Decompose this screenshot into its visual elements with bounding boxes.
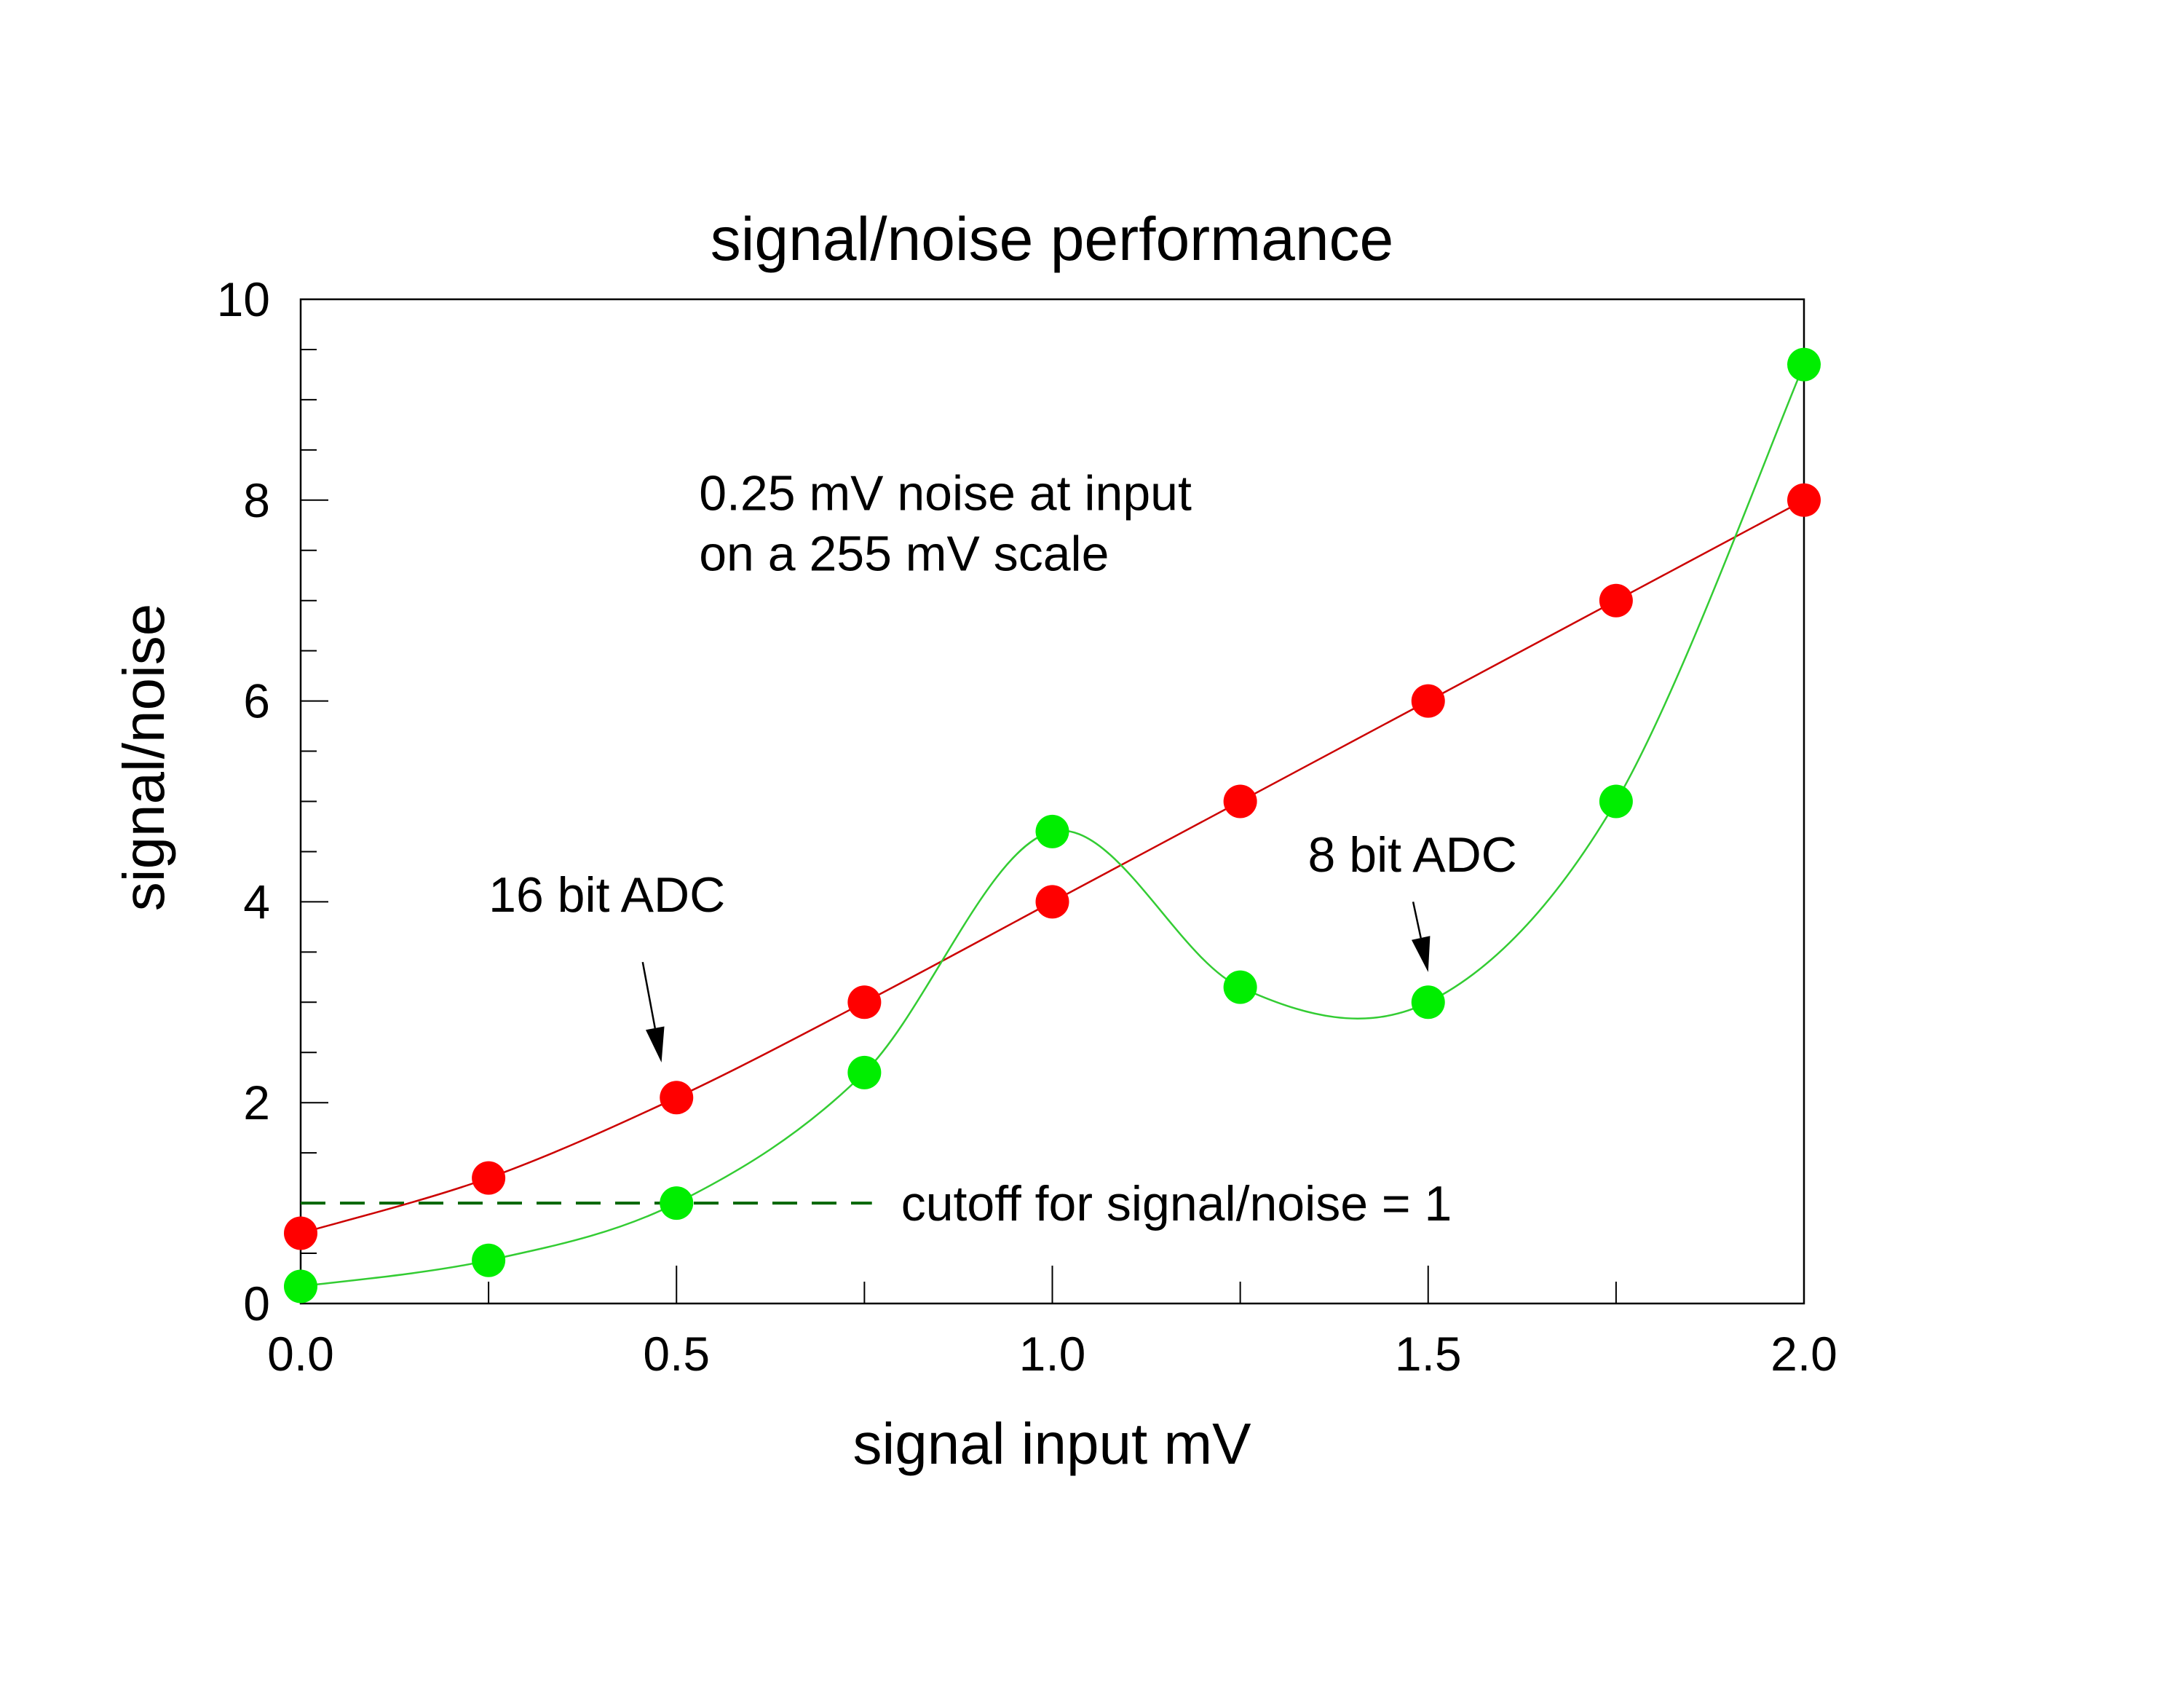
x-tick-label: 0.0 <box>267 1327 334 1381</box>
annotation-arrow-head <box>1411 936 1431 972</box>
series-1-point <box>1411 684 1445 718</box>
series-1-point <box>847 985 882 1019</box>
series-2-point <box>1411 985 1445 1019</box>
series-1-point <box>1599 583 1633 618</box>
series-1-point <box>284 1216 317 1250</box>
series-2-point <box>847 1055 882 1089</box>
cutoff-label: cutoff for signal/noise = 1 <box>901 1176 1452 1231</box>
series-1-point <box>1223 784 1257 819</box>
y-axis-label: signal/noise <box>111 604 176 912</box>
x-tick-label: 1.5 <box>1395 1327 1462 1381</box>
y-tick-label: 8 <box>243 473 270 527</box>
y-tick-label: 0 <box>243 1277 270 1330</box>
series-2-point <box>1223 970 1257 1004</box>
series-2-point <box>1599 784 1633 819</box>
y-axis-ticks: 0 2 4 6 8 10 <box>217 272 328 1330</box>
annotation-text: 16 bit ADC <box>488 867 725 923</box>
annotation-text: on a 255 mV scale <box>699 526 1109 581</box>
series-layer <box>284 347 1821 1304</box>
x-tick-label: 0.5 <box>643 1327 710 1381</box>
series-1-point <box>1035 885 1069 919</box>
annotation-text: 0.25 mV noise at input <box>699 466 1192 521</box>
annotation-text: 8 bit ADC <box>1308 827 1517 883</box>
series-2-point <box>1035 814 1069 848</box>
series-1-point <box>472 1161 506 1195</box>
annotation-arrow-head <box>645 1026 665 1063</box>
y-tick-label: 10 <box>217 272 270 326</box>
y-tick-label: 6 <box>243 674 270 728</box>
x-axis-ticks: 0.0 0.5 1.0 1.5 2.0 <box>267 1266 1837 1381</box>
series-2-point <box>284 1269 317 1304</box>
series-1-point <box>660 1081 694 1115</box>
annotation-arrow-line <box>1412 902 1422 939</box>
series-2-point <box>660 1186 694 1220</box>
series-2-point <box>1787 347 1821 382</box>
chart-title: signal/noise performance <box>711 205 1394 273</box>
x-axis-label: signal input mV <box>853 1411 1252 1476</box>
series-2-point <box>472 1243 506 1277</box>
x-tick-label: 2.0 <box>1770 1327 1837 1381</box>
y-tick-label: 4 <box>243 875 270 928</box>
y-tick-label: 2 <box>243 1076 270 1129</box>
cutoff-group: cutoff for signal/noise = 1 <box>301 1176 1452 1231</box>
annotation-arrow-line <box>641 961 656 1029</box>
series-1-point <box>1787 483 1821 517</box>
x-tick-label: 1.0 <box>1019 1327 1086 1381</box>
